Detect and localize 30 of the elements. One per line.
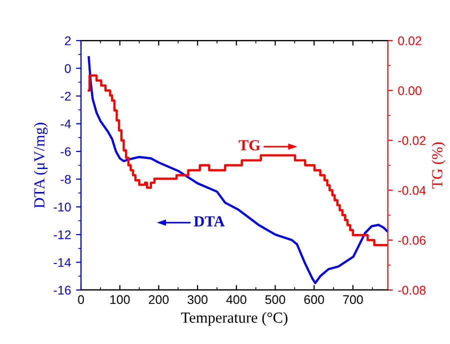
x-axis-title: Temperature (°C) xyxy=(181,312,288,326)
y-tick-label: 2 xyxy=(64,36,71,46)
y-tick-label: -16 xyxy=(54,286,71,295)
x-tick-label: 400 xyxy=(226,295,246,304)
y2-tick-label: -0.08 xyxy=(398,286,426,295)
y-tick-label: -6 xyxy=(60,147,71,156)
y2-tick-label: -0.04 xyxy=(398,186,426,195)
x-tick-label: 100 xyxy=(110,295,130,304)
y2-tick-label: -0.06 xyxy=(398,236,426,245)
y2-tick-label: 0.00 xyxy=(398,86,422,96)
y-tick-label: 0 xyxy=(64,64,71,73)
x-tick-label: 0 xyxy=(78,295,84,304)
line-series xyxy=(88,56,388,284)
y-tick-label: -4 xyxy=(60,120,71,128)
y2-tick-label: 0.02 xyxy=(398,36,422,46)
annotation: TG xyxy=(238,140,260,150)
x-tick-label: 500 xyxy=(265,295,286,304)
x-tick-label: 700 xyxy=(343,295,363,304)
y-axis-title: DTA (μV/mg) xyxy=(34,122,48,208)
y2-tick-label: -0.02 xyxy=(398,136,426,146)
y-tick-label: -10 xyxy=(54,202,71,212)
annotation: DTA xyxy=(194,216,225,226)
y-tick-label: -12 xyxy=(54,230,71,240)
y2-axis-title: TG (%) xyxy=(432,142,446,189)
y-tick-label: -2 xyxy=(60,92,71,101)
y-tick-label: -8 xyxy=(60,174,71,184)
x-tick-label: 200 xyxy=(148,295,169,304)
x-tick-label: 300 xyxy=(188,295,208,304)
x-tick-label: 600 xyxy=(304,295,324,304)
y-tick-label: -14 xyxy=(54,258,71,267)
